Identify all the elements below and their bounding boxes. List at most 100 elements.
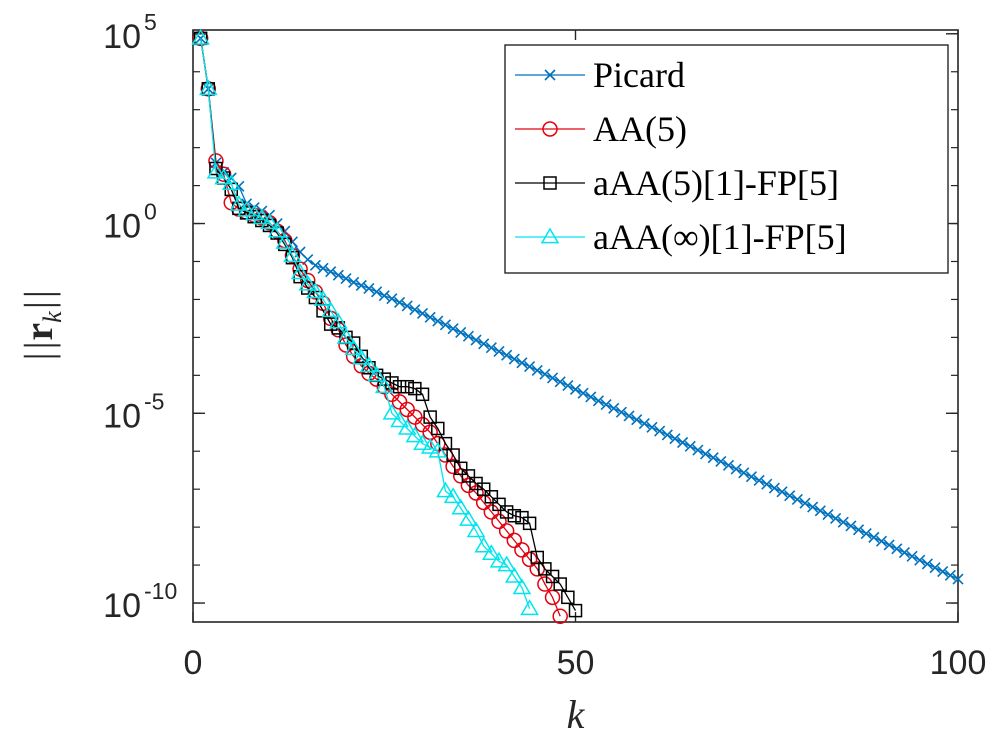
data-point — [206, 162, 226, 179]
y-tick-label: 10 5 — [103, 9, 157, 56]
data-point — [631, 414, 643, 426]
data-point — [561, 590, 575, 605]
data-point — [608, 402, 620, 414]
data-point — [538, 562, 552, 576]
y-tick-exponent: -10 — [144, 578, 177, 604]
data-point — [348, 276, 360, 288]
data-point — [646, 421, 658, 433]
plot-frame — [192, 29, 959, 623]
data-point — [545, 569, 560, 584]
data-point — [669, 433, 681, 445]
data-point — [615, 406, 627, 418]
y-tick-label: 10 -10 — [103, 578, 177, 625]
data-point — [491, 513, 507, 530]
data-point — [837, 516, 849, 528]
data-point — [455, 326, 467, 339]
data-point — [191, 28, 210, 45]
data-point — [552, 608, 568, 625]
data-point — [221, 174, 241, 191]
data-point — [661, 429, 673, 441]
data-point — [351, 348, 371, 365]
data-point — [952, 573, 964, 585]
legend-entry-2: aAA(5)[1]-FP[5] — [515, 163, 839, 203]
data-point — [738, 467, 750, 479]
legend-marker — [540, 227, 560, 244]
data-point — [699, 448, 712, 460]
data-point — [852, 524, 865, 536]
data-point — [438, 436, 453, 451]
data-point — [423, 410, 437, 424]
legend-marker — [542, 121, 558, 137]
data-point — [306, 282, 325, 299]
data-point — [891, 543, 903, 555]
data-point — [577, 387, 589, 399]
data-point — [374, 377, 394, 394]
data-point — [730, 463, 742, 475]
data-point — [592, 395, 605, 407]
y-tick-exponent: 5 — [144, 9, 157, 35]
data-point — [431, 421, 445, 436]
data-point — [638, 417, 650, 430]
data-point — [446, 448, 460, 462]
data-point — [937, 565, 949, 578]
data-point — [229, 195, 249, 211]
data-point — [340, 272, 352, 285]
data-point — [482, 544, 501, 561]
data-point — [830, 512, 842, 524]
data-point — [623, 410, 635, 422]
data-point — [359, 356, 379, 373]
legend: Picard AA(5) aAA(5)[1]-FP[5] aAA(∞)[1]-FP[5… — [504, 44, 949, 274]
data-point — [492, 497, 506, 512]
legend-marker — [544, 69, 556, 81]
y-tick-base: 10 — [103, 397, 141, 435]
y-tick-base: 10 — [103, 587, 141, 625]
series-layer — [191, 28, 964, 625]
data-point — [715, 455, 727, 468]
legend-label: aAA(5)[1]-FP[5] — [593, 163, 839, 203]
data-point — [355, 279, 367, 291]
series-line — [200, 38, 959, 580]
data-point — [198, 79, 218, 96]
data-point — [400, 379, 414, 394]
data-point — [761, 478, 773, 490]
y-tick-label: 10 0 — [103, 199, 157, 246]
data-point — [470, 334, 482, 346]
legend-entry-1: AA(5) — [515, 109, 687, 149]
y-axis-title-text: ||rk|| — [16, 289, 67, 362]
data-point — [298, 274, 318, 291]
data-point — [860, 528, 872, 540]
data-point — [531, 364, 543, 376]
data-point — [822, 509, 834, 521]
data-point — [313, 289, 333, 306]
data-point — [514, 542, 530, 558]
data-point — [554, 376, 566, 388]
data-point — [745, 471, 758, 483]
data-point — [214, 168, 233, 185]
data-point — [521, 551, 538, 568]
data-point — [845, 520, 857, 532]
data-point — [436, 481, 455, 498]
series-0 — [195, 32, 964, 585]
data-point — [807, 501, 819, 513]
data-point — [512, 578, 532, 595]
data-point — [483, 504, 500, 520]
data-point — [293, 269, 307, 284]
data-point — [544, 589, 561, 606]
x-axis-title: k — [567, 692, 586, 736]
data-point — [336, 327, 356, 344]
y-tick-base: 10 — [103, 18, 141, 56]
data-point — [914, 554, 926, 566]
data-point — [921, 558, 933, 570]
data-point — [397, 418, 417, 435]
data-point — [539, 368, 551, 380]
data-point — [382, 403, 402, 420]
data-point — [489, 551, 509, 568]
data-point — [209, 161, 223, 176]
data-point — [332, 269, 344, 281]
data-point — [392, 379, 407, 394]
data-point — [722, 459, 735, 471]
data-point — [424, 311, 436, 323]
